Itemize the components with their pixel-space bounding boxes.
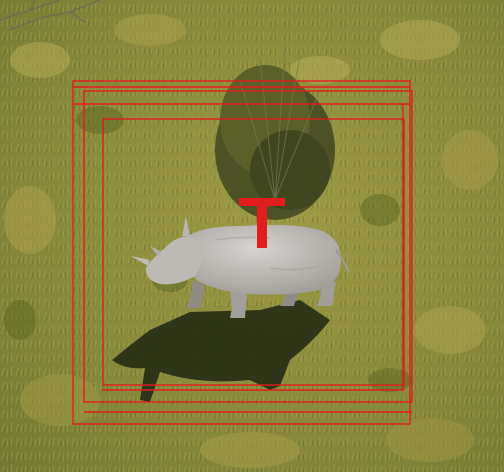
bounding-box-overlays	[72, 80, 413, 425]
inner-box	[102, 118, 405, 386]
outer-box	[72, 80, 411, 425]
rhino-shadow	[112, 300, 330, 402]
tree-branches	[0, 0, 101, 31]
grass-tufts	[4, 14, 498, 468]
middle-box	[83, 90, 413, 403]
bush	[215, 44, 335, 220]
t-marker	[239, 198, 285, 248]
